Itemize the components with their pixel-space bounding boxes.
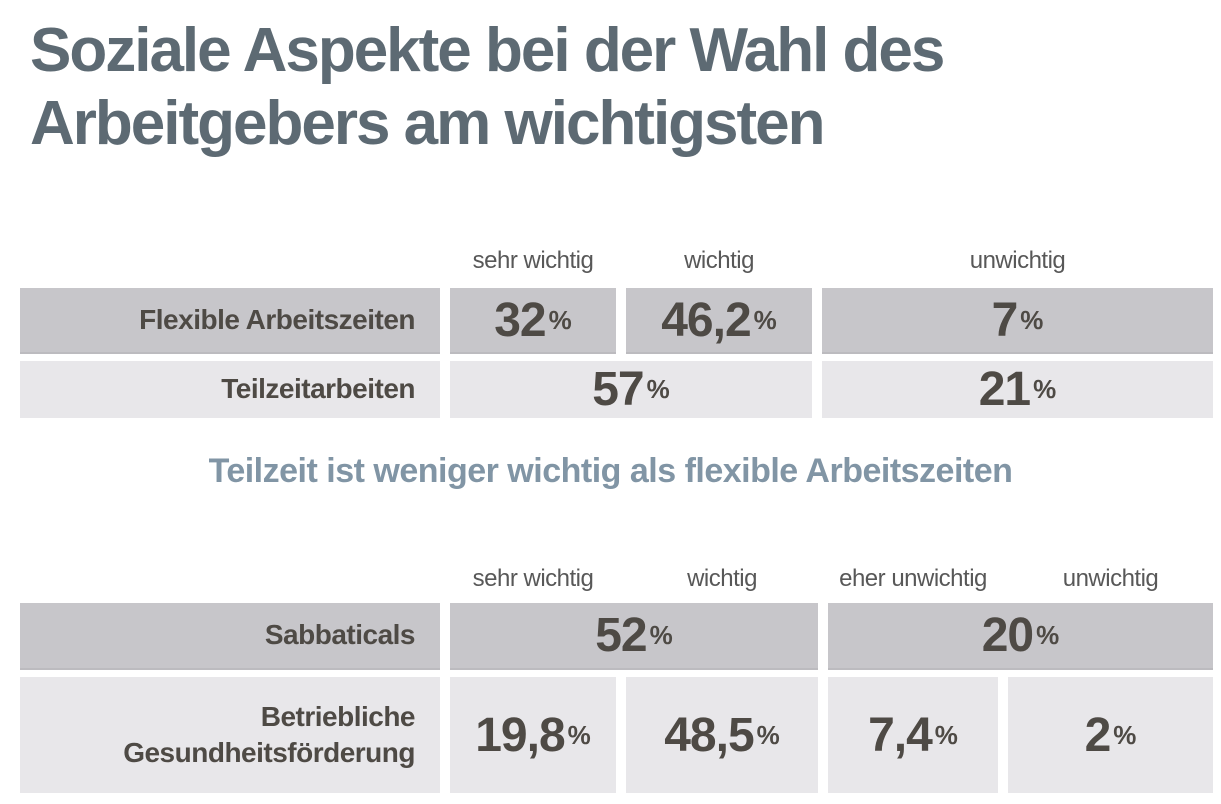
percent-sign: % bbox=[548, 304, 572, 335]
percent-sign: % bbox=[934, 719, 958, 750]
table1: Flexible Arbeitszeiten 32% 46,2% 7% Teil… bbox=[20, 288, 1213, 418]
value-number: 32 bbox=[494, 293, 546, 347]
table1-header-unwichtig: unwichtig bbox=[969, 247, 1066, 274]
table1-header-sehr-wichtig: sehr wichtig bbox=[472, 247, 594, 274]
table1-cell-flexible-sehr-wichtig: 32% bbox=[450, 288, 616, 354]
table1-row-label-teilzeitarbeiten: Teilzeitarbeiten bbox=[20, 361, 440, 418]
annotation-text: Teilzeit ist weniger wichtig als flexibl… bbox=[208, 452, 1013, 490]
page-title: Soziale Aspekte bei der Wahl des Arbeitg… bbox=[30, 14, 1200, 160]
percent-sign: % bbox=[646, 374, 670, 404]
table1-cell-teilzeit-sehr-wichtig-wichtig: 57% bbox=[450, 361, 812, 418]
percent-sign: % bbox=[567, 719, 591, 750]
table1-cell-teilzeit-unwichtig: 21% bbox=[822, 361, 1213, 418]
value-number: 21 bbox=[978, 363, 1031, 416]
value-number: 57 bbox=[592, 363, 644, 416]
page-title-line1: Soziale Aspekte bei der Wahl des bbox=[30, 16, 945, 85]
value-number: 48,5 bbox=[664, 708, 754, 762]
table2-cell-gesundheit-eher-unwichtig: 7,4% bbox=[828, 677, 998, 793]
table2-row-label-betriebliche-gesundheitsfoerderung: Betriebliche Gesundheitsförderung bbox=[20, 677, 440, 793]
table2-cell-gesundheit-sehr-wichtig: 19,8% bbox=[450, 677, 616, 793]
percent-sign: % bbox=[1020, 304, 1044, 335]
table2-header-wichtig: wichtig bbox=[687, 565, 757, 592]
table2-header-row: sehr wichtig wichtig eher unwichtig unwi… bbox=[20, 562, 1213, 596]
percent-sign: % bbox=[756, 719, 780, 750]
value-number: 52 bbox=[595, 609, 647, 662]
table2-header-eher-unwichtig: eher unwichtig bbox=[839, 565, 987, 592]
page-title-line2: Arbeitgebers am wichtigsten bbox=[30, 89, 826, 159]
value-number: 19,8 bbox=[475, 708, 565, 762]
table2: Sabbaticals 52% 20% Betriebliche Gesundh… bbox=[20, 603, 1213, 793]
table2-header-sehr-wichtig: sehr wichtig bbox=[472, 565, 594, 592]
table1-cell-flexible-unwichtig: 7% bbox=[822, 288, 1213, 354]
percent-sign: % bbox=[649, 620, 673, 650]
table2-row-label-sabbaticals: Sabbaticals bbox=[20, 603, 440, 670]
table2-cell-gesundheit-wichtig: 48,5% bbox=[626, 677, 818, 793]
table2-header-unwichtig: unwichtig bbox=[1062, 565, 1159, 592]
table1-header-row: sehr wichtig wichtig unwichtig bbox=[20, 244, 1213, 278]
table2-cell-sabbaticals-eher-unwichtig-unwichtig: 20% bbox=[828, 603, 1213, 670]
percent-sign: % bbox=[1033, 374, 1057, 404]
table1-header-wichtig: wichtig bbox=[684, 247, 754, 274]
value-number: 20 bbox=[981, 609, 1034, 662]
table2-cell-gesundheit-unwichtig: 2% bbox=[1008, 677, 1213, 793]
percent-sign: % bbox=[753, 304, 777, 335]
table2-cell-sabbaticals-sehr-wichtig-wichtig: 52% bbox=[450, 603, 818, 670]
value-number: 2 bbox=[1084, 708, 1112, 762]
percent-sign: % bbox=[1113, 719, 1137, 750]
table1-row-label-flexible-arbeitszeiten: Flexible Arbeitszeiten bbox=[20, 288, 440, 354]
value-number: 46,2 bbox=[661, 293, 751, 347]
value-number: 7 bbox=[991, 293, 1019, 347]
table1-cell-flexible-wichtig: 46,2% bbox=[626, 288, 812, 354]
percent-sign: % bbox=[1036, 620, 1060, 650]
value-number: 7,4 bbox=[868, 708, 933, 762]
